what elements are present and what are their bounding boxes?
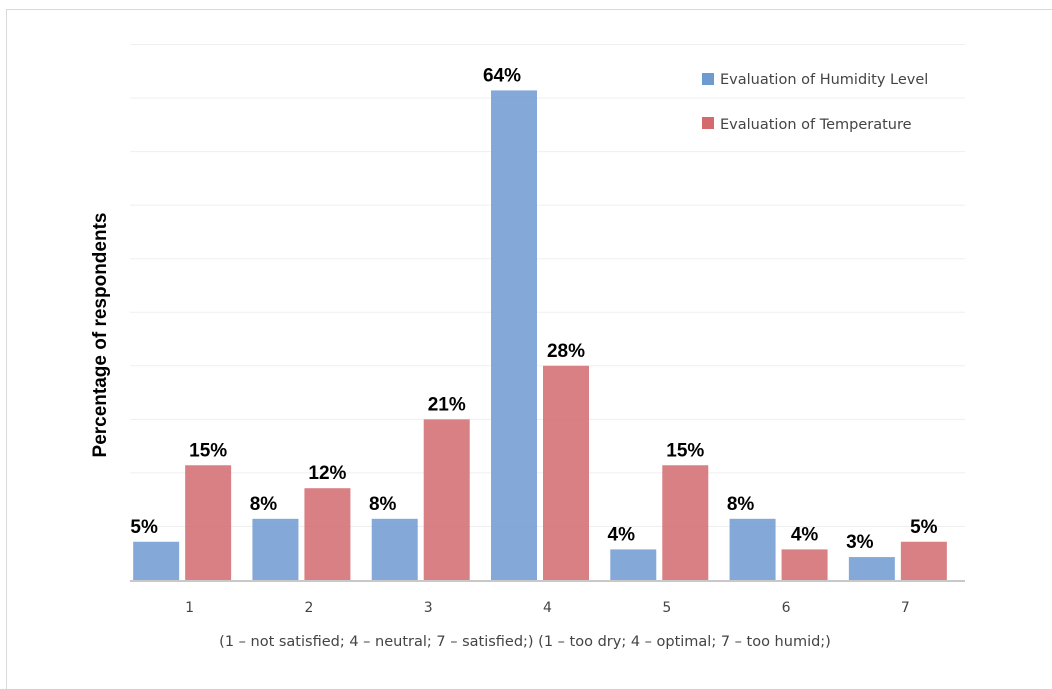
bar-humidity-7 <box>848 557 895 580</box>
bar-temperature-6 <box>781 549 828 580</box>
legend-swatch-temperature <box>702 117 714 129</box>
x-tick-label-5: 5 <box>662 600 671 616</box>
x-tick-label-1: 1 <box>185 600 194 616</box>
data-labels: 5% 15% 8% 12% 8% 21% 64% 28% 4% 15% 8% 4% 3% 5% <box>130 65 937 553</box>
bar-humidity-6 <box>729 518 776 580</box>
data-label-temperature-5: 15% <box>666 440 704 461</box>
legend: Evaluation of Humidity Level Evaluation … <box>702 72 928 133</box>
bar-temperature-4 <box>543 365 589 580</box>
x-tick-label-2: 2 <box>304 600 313 616</box>
data-label-humidity-6: 8% <box>727 494 755 515</box>
x-tick-label-7: 7 <box>901 600 910 616</box>
data-label-humidity-1: 5% <box>130 517 158 538</box>
data-label-humidity-4: 64% <box>483 65 521 86</box>
legend-label-temperature: Evaluation of Temperature <box>720 117 912 133</box>
bars <box>133 90 947 581</box>
legend-swatch-humidity <box>702 73 714 85</box>
data-label-temperature-4: 28% <box>547 341 585 362</box>
data-label-temperature-7: 5% <box>910 517 938 538</box>
bar-humidity-4 <box>491 90 537 581</box>
bar-temperature-2 <box>304 488 351 580</box>
y-axis-label: Percentage of respondents <box>90 213 111 458</box>
bar-temperature-7 <box>900 541 947 580</box>
data-label-temperature-3: 21% <box>428 394 466 415</box>
bar-humidity-3 <box>371 518 418 580</box>
bar-temperature-3 <box>423 419 470 580</box>
bar-humidity-2 <box>252 518 299 580</box>
data-label-temperature-6: 4% <box>791 524 819 545</box>
x-tick-label-6: 6 <box>782 600 791 616</box>
x-tick-labels: 1 2 3 4 5 6 7 <box>185 600 910 616</box>
x-tick-label-3: 3 <box>424 600 433 616</box>
data-label-humidity-3: 8% <box>369 494 397 515</box>
bar-humidity-1 <box>133 541 180 580</box>
data-label-humidity-5: 4% <box>608 524 636 545</box>
data-label-humidity-2: 8% <box>250 494 278 515</box>
data-label-humidity-7: 3% <box>846 532 874 553</box>
x-axis-note: (1 – not satisfied; 4 – neutral; 7 – sat… <box>219 634 831 650</box>
bar-humidity-5 <box>610 549 657 580</box>
data-label-temperature-2: 12% <box>308 463 346 484</box>
bar-temperature-5 <box>662 465 709 580</box>
data-label-temperature-1: 15% <box>189 440 227 461</box>
bar-temperature-1 <box>185 465 232 580</box>
x-tick-label-4: 4 <box>543 600 552 616</box>
legend-label-humidity: Evaluation of Humidity Level <box>720 72 928 88</box>
